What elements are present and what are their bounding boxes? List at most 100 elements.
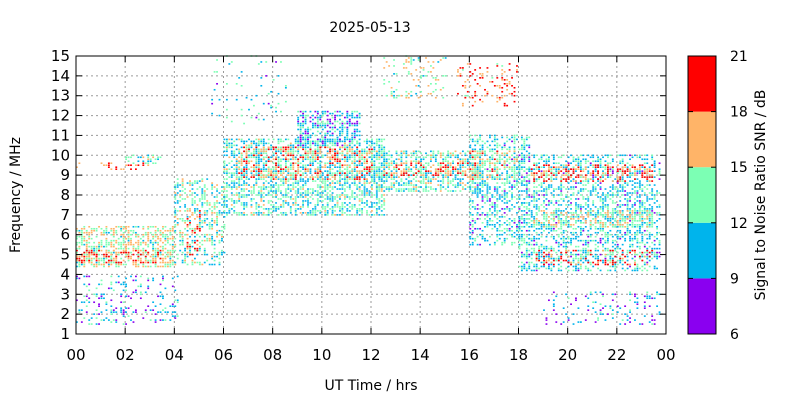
- data-point: [103, 257, 105, 260]
- data-point: [294, 182, 297, 184]
- data-point: [324, 214, 327, 216]
- data-point: [511, 198, 513, 200]
- data-point: [390, 172, 393, 174]
- data-point: [525, 136, 528, 139]
- data-point: [545, 239, 548, 242]
- data-point: [107, 263, 110, 266]
- data-point: [570, 255, 572, 258]
- data-point: [520, 251, 523, 254]
- data-point: [486, 225, 489, 228]
- data-point: [567, 237, 570, 240]
- data-point: [100, 311, 103, 313]
- data-point: [297, 164, 300, 167]
- data-point: [240, 176, 243, 178]
- data-point: [388, 162, 391, 165]
- data-point: [250, 146, 253, 149]
- data-point: [83, 237, 86, 240]
- data-point: [257, 144, 260, 147]
- data-point: [253, 166, 255, 168]
- data-point: [516, 160, 518, 163]
- data-point: [375, 194, 378, 196]
- data-point: [540, 154, 543, 157]
- data-point: [149, 255, 152, 258]
- data-point: [334, 214, 336, 216]
- data-point: [486, 222, 489, 224]
- data-point: [570, 251, 572, 254]
- data-point: [427, 164, 430, 167]
- data-point: [363, 152, 366, 155]
- data-point: [297, 182, 300, 184]
- data-point: [198, 180, 201, 182]
- data-point: [122, 313, 125, 315]
- data-point: [471, 231, 474, 234]
- data-point: [196, 223, 199, 226]
- data-point: [496, 198, 499, 200]
- data-point: [191, 241, 194, 244]
- data-point: [240, 202, 243, 204]
- data-point: [371, 180, 373, 182]
- data-point: [400, 158, 403, 161]
- data-point: [533, 235, 536, 238]
- data-point: [253, 192, 255, 194]
- data-point: [528, 178, 531, 180]
- data-point: [245, 164, 248, 167]
- data-point: [223, 146, 226, 149]
- data-point: [437, 168, 440, 170]
- data-point: [302, 114, 305, 117]
- data-point: [341, 120, 344, 123]
- data-point: [420, 166, 423, 168]
- data-point: [83, 265, 86, 268]
- data-point: [383, 158, 386, 161]
- data-point: [307, 200, 309, 202]
- data-point: [518, 225, 521, 228]
- data-point: [498, 168, 501, 170]
- data-point: [545, 216, 548, 218]
- data-point: [570, 241, 572, 244]
- data-point: [493, 162, 496, 165]
- data-point: [334, 144, 336, 147]
- data-point: [223, 172, 226, 174]
- data-point: [572, 186, 575, 188]
- data-point: [157, 235, 159, 238]
- data-point: [484, 239, 486, 242]
- data-point: [486, 214, 489, 216]
- data-point: [248, 184, 250, 186]
- data-point: [543, 200, 545, 202]
- data-point: [88, 245, 91, 248]
- data-point: [243, 180, 246, 182]
- data-point: [380, 176, 383, 178]
- data-point: [518, 162, 521, 165]
- data-point: [540, 223, 543, 226]
- data-point: [548, 188, 550, 190]
- data-point: [245, 172, 248, 174]
- data-point: [95, 261, 98, 264]
- data-point: [358, 200, 361, 202]
- data-point: [201, 196, 204, 198]
- data-point: [496, 144, 499, 147]
- data-point: [186, 225, 189, 228]
- data-point: [501, 229, 504, 232]
- data-point: [331, 210, 334, 212]
- data-point: [262, 144, 265, 147]
- data-point: [314, 160, 317, 163]
- data-point: [570, 237, 572, 240]
- data-point: [125, 263, 128, 266]
- data-point: [85, 295, 88, 298]
- data-point: [299, 194, 302, 196]
- data-point: [314, 116, 317, 119]
- data-point: [523, 190, 526, 192]
- data-point: [181, 243, 184, 246]
- data-point: [132, 259, 135, 262]
- data-point: [331, 140, 334, 143]
- data-point: [127, 255, 130, 258]
- data-point: [159, 291, 162, 294]
- data-point: [321, 206, 324, 208]
- data-point: [520, 210, 523, 212]
- data-point: [363, 196, 366, 198]
- data-point: [479, 184, 482, 186]
- data-point: [511, 176, 513, 178]
- data-point: [395, 190, 398, 192]
- data-point: [329, 120, 332, 123]
- data-point: [324, 166, 327, 168]
